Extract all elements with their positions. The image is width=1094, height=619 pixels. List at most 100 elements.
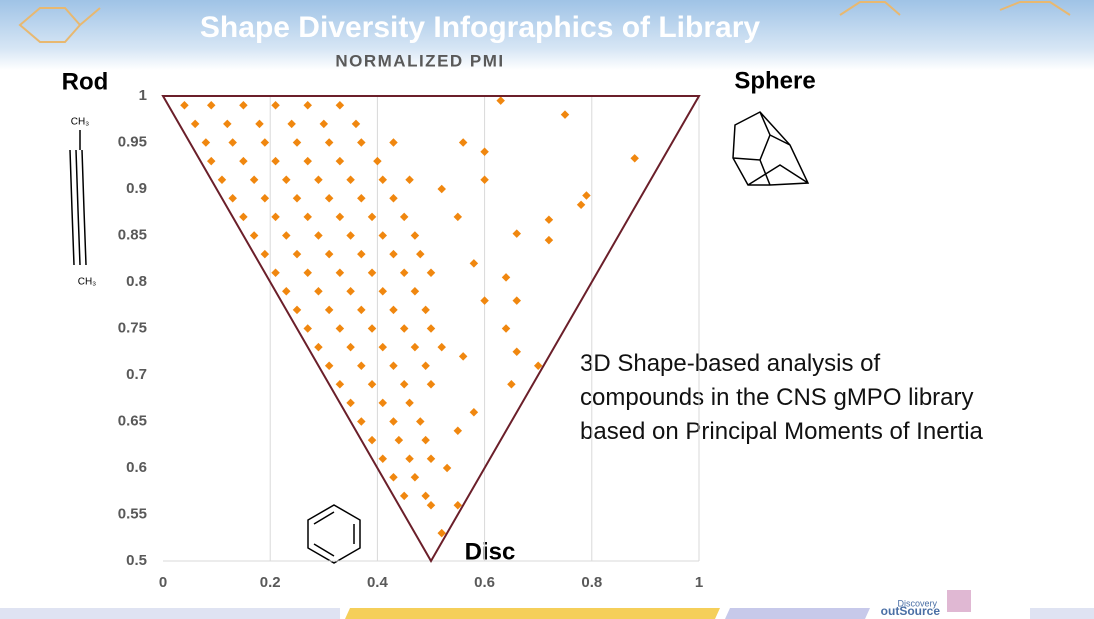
point [292,194,302,203]
annotation-line: 3D Shape-based analysis of [580,350,881,377]
y-tick-label: 0.6 [126,459,147,476]
point [480,296,489,305]
point [378,175,388,184]
point [378,287,388,296]
slide-title: Shape Diversity Infographics of Library [200,11,760,44]
point [357,305,366,315]
point [453,426,463,436]
point [319,119,329,129]
point [389,305,398,315]
point [303,324,312,333]
y-tick-label: 0.85 [118,226,147,243]
point [394,435,404,445]
point [335,268,345,277]
point [480,175,489,184]
point [399,212,409,222]
structure-label: CH₃ [78,277,97,288]
point [228,138,237,147]
point [303,101,312,110]
point [458,352,468,361]
point [378,398,388,408]
point [346,175,355,184]
point [507,380,516,389]
point [282,231,291,240]
point [421,305,430,315]
point [399,491,409,501]
point [357,249,366,259]
point [426,454,436,463]
y-tick-label: 0.65 [118,412,147,429]
point [544,215,554,224]
point [201,138,211,147]
point [206,101,216,110]
point [421,491,430,501]
point [378,342,388,352]
point [389,417,398,426]
footer-logo: Discovery [897,598,937,608]
point [442,463,452,473]
point [324,249,334,259]
point [303,212,312,222]
y-tick-label: 0.8 [126,273,147,290]
point [282,287,291,296]
point [357,138,366,147]
point [367,268,377,277]
point [630,154,639,163]
point [512,229,522,238]
point [314,342,323,352]
point [421,361,430,370]
point [469,407,479,417]
chart-title: NORMALIZED PMI [335,51,504,70]
point [260,194,270,203]
point [260,249,270,259]
corner-label: Sphere [734,67,815,94]
x-tick-label: 0.2 [260,574,281,591]
footer-stripes [0,590,1094,619]
point [303,268,312,277]
point [373,156,382,166]
point [437,342,446,352]
point [389,473,398,482]
x-tick-label: 0.6 [474,574,495,591]
point [405,398,414,408]
y-tick-label: 0.9 [126,180,147,197]
point [399,380,409,389]
point [405,175,414,184]
annotation: 3D Shape-based analysis of compounds in … [580,350,984,445]
y-tick-label: 0.5 [126,552,147,569]
point [357,361,366,370]
point [239,156,248,166]
point [389,249,398,259]
point [314,175,323,184]
point [378,231,388,240]
point [405,454,414,463]
point [324,138,334,147]
point [271,156,280,166]
point [399,268,409,277]
point [351,119,361,129]
y-tick-label: 0.75 [118,319,147,336]
point [367,324,377,333]
point [314,287,323,296]
point [426,500,436,510]
point [410,287,420,296]
point [426,268,436,277]
plot: 0 0.2 0.4 0.6 0.8 1 0.5 0.55 0.6 0.65 0.7 0.75 0.8 0.… [118,87,703,591]
structure-label: CH₃ [71,117,90,128]
point [255,119,264,129]
point [271,268,280,277]
point [324,305,334,315]
point [416,249,425,259]
footer-logo: outSource [881,604,941,618]
point [437,528,446,538]
point [335,212,345,222]
annotation-line: based on Principal Moments of Inertia [580,418,984,445]
point [228,194,237,203]
x-tick-label: 0.4 [367,574,389,591]
point [346,398,355,408]
point [249,175,259,184]
point [512,347,522,356]
point [335,156,345,166]
point [416,417,425,426]
